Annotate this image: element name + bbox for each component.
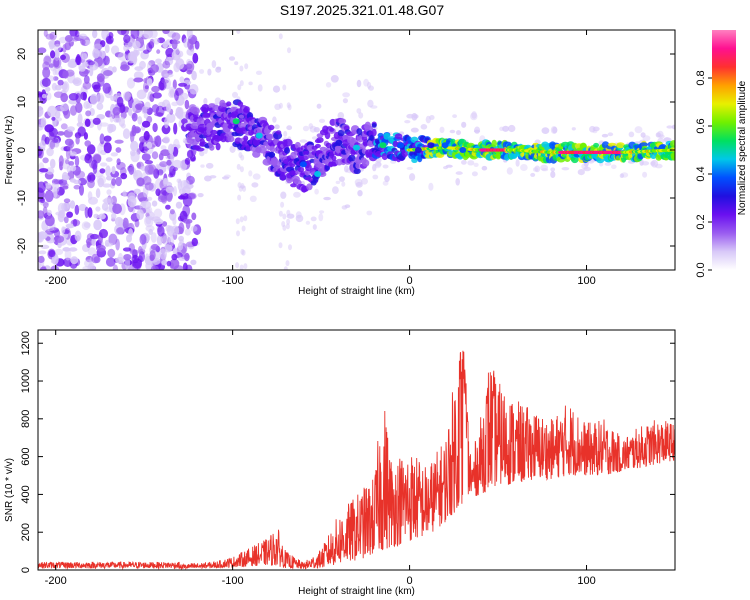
snr-y-tick-label: 400 xyxy=(20,485,32,503)
snr-frame xyxy=(37,329,676,571)
snr-x-tick-label: 100 xyxy=(577,575,595,587)
snr-x-tick-label: 0 xyxy=(407,575,413,587)
colorbar-tick-label: 0.4 xyxy=(695,166,707,181)
spectrogram-y-tick-label: 0 xyxy=(16,147,28,153)
colorbar-tick-label: 0.0 xyxy=(695,262,707,277)
spectrogram-x-tick-label: 0 xyxy=(407,275,413,287)
spectrogram-x-tick-label: -100 xyxy=(222,275,244,287)
spectrogram-y-axis-label: Frequency (Hz) xyxy=(4,116,15,185)
colorbar: 0.0 0.2 0.4 0.6 0.8 Normalized spectral ampl… xyxy=(695,30,748,278)
snr-y-tick-label: 800 xyxy=(20,410,32,428)
spectrogram-y-tick-label: -10 xyxy=(16,190,28,206)
colorbar-tick-label: 0.6 xyxy=(695,118,707,133)
spectrogram-heatmap xyxy=(38,30,675,270)
figure-title: S197.2025.321.01.48.G07 xyxy=(280,2,444,18)
spectrogram-y-tick-label: -20 xyxy=(16,238,28,254)
spectrogram-y-tick-label: 20 xyxy=(16,48,28,60)
spectrogram-x-axis-label: Height of straight line (km) xyxy=(298,286,415,297)
spectrogram-x-tick-label: -200 xyxy=(45,275,67,287)
snr-series-line xyxy=(37,350,676,571)
snr-y-tick-label: 0 xyxy=(20,567,32,573)
snr-x-tick-label: -100 xyxy=(222,575,244,587)
colorbar-ticks: 0.0 0.2 0.4 0.6 0.8 xyxy=(695,70,712,278)
colorbar-gradient xyxy=(712,30,736,270)
spectrogram-x-tick-label: 100 xyxy=(577,275,595,287)
snr-y-axis-label: SNR (10 * v/v) xyxy=(4,458,15,522)
snr-y-tick-label: 200 xyxy=(20,523,32,541)
spectrogram-y-tick-label: 10 xyxy=(16,96,28,108)
snr-y-tick-label: 600 xyxy=(20,447,32,465)
colorbar-label: Normalized spectral amplitude xyxy=(737,80,748,215)
snr-x-tick-label: -200 xyxy=(45,575,67,587)
snr-x-axis-label: Height of straight line (km) xyxy=(298,586,415,597)
snr-y-tick-label: 1000 xyxy=(20,369,32,393)
snr-y-tick-label: 1200 xyxy=(20,331,32,355)
colorbar-tick-label: 0.2 xyxy=(695,214,707,229)
colorbar-tick-label: 0.8 xyxy=(695,70,707,85)
